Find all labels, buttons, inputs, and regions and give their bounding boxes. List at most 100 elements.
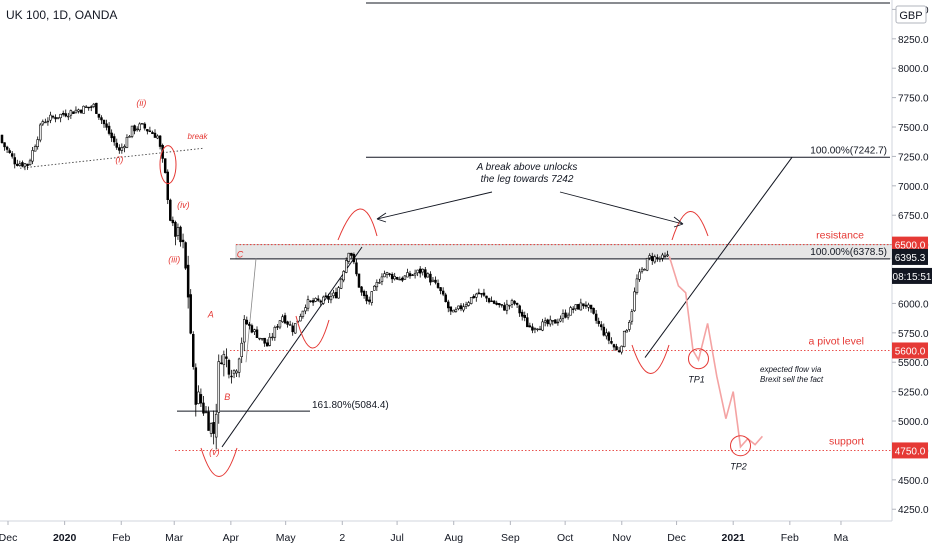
candle-body — [503, 305, 506, 311]
candle-body — [406, 272, 409, 278]
candle-body — [587, 304, 590, 308]
candle-body — [334, 291, 338, 299]
candle-body — [574, 304, 577, 310]
candle-body — [429, 273, 432, 283]
last-price-text: 6395.3 — [895, 253, 926, 264]
candle-body — [46, 120, 50, 123]
candle-body — [339, 278, 343, 289]
time-tick-label: 2 — [339, 532, 345, 544]
candle-body — [518, 305, 521, 314]
candle-body — [605, 332, 608, 337]
candle-body — [265, 342, 269, 347]
candle-body — [383, 273, 386, 278]
level-price-badge-text: 4750.0 — [895, 446, 926, 457]
target-circle — [730, 435, 752, 457]
candle-body — [480, 293, 483, 295]
annotation-text: the leg towards 7242 — [481, 174, 574, 185]
fib-label: 100.00%(7242.7) — [810, 145, 887, 156]
level-label: a pivot level — [809, 335, 864, 347]
candle-body — [120, 147, 124, 151]
candle-body — [441, 290, 445, 295]
time-tick-label: Feb — [781, 532, 799, 544]
currency-badge[interactable] — [895, 5, 927, 24]
candle-body — [204, 411, 208, 414]
candle-body — [523, 314, 526, 319]
june-high-arc — [337, 208, 378, 241]
time-tick-label: Dec — [667, 532, 686, 544]
candle-body — [97, 113, 101, 118]
candle-body — [571, 308, 575, 310]
candle-body — [653, 256, 657, 263]
candle-body — [84, 106, 88, 108]
projection-line — [668, 256, 764, 449]
candle-body — [416, 269, 419, 274]
last-price-badge — [892, 248, 928, 265]
candle-body — [271, 336, 274, 339]
candle-body — [166, 171, 170, 200]
candle-body — [500, 304, 504, 306]
candle-body — [309, 300, 312, 302]
candle-body — [199, 394, 203, 404]
candle-body — [197, 391, 200, 404]
candle-body — [138, 123, 141, 131]
candle-body — [633, 291, 636, 312]
level-price-badge — [892, 442, 928, 459]
candle-body — [520, 311, 524, 317]
candle-body — [497, 303, 501, 306]
annotation-arrow — [376, 191, 493, 220]
candle-body — [390, 274, 394, 280]
candle-body — [227, 360, 231, 375]
candle-body — [360, 286, 363, 293]
candle-body — [599, 324, 603, 328]
wave-label: (v) — [209, 447, 220, 457]
candle-body — [260, 338, 264, 340]
annotation-arrow — [559, 191, 684, 225]
candle-body — [462, 306, 465, 311]
candle-body — [301, 310, 305, 317]
candle-body — [115, 142, 119, 148]
candle-body — [179, 226, 182, 243]
candle-body — [128, 136, 131, 138]
candle-body — [110, 132, 113, 139]
candle-body — [658, 258, 662, 260]
time-axis[interactable]: Dec 2020 Feb Mar Apr May 2 Jul Aug Sep Oct Nov Dec 20… — [0, 520, 932, 550]
candle-body — [643, 268, 646, 271]
time-tick-label: Feb — [112, 532, 130, 544]
wave-label: B — [224, 392, 230, 402]
candle-body — [610, 341, 613, 344]
candle-body — [413, 272, 417, 276]
candle-body — [393, 276, 396, 280]
price-tick-label: 8000.0 — [898, 64, 929, 75]
candle-body — [153, 132, 157, 138]
level-price-badge — [892, 342, 928, 359]
candle-body — [434, 279, 437, 283]
candle-body — [395, 277, 399, 280]
time-axis-ticks: Dec 2020 Feb Mar Apr May 2 Jul Aug Sep Oct Nov Dec 20… — [0, 521, 848, 544]
candle-body — [0, 134, 4, 143]
candle-body — [546, 319, 549, 325]
candle-body — [41, 121, 45, 125]
candle-body — [388, 273, 391, 275]
candle-body — [72, 111, 75, 114]
candle-body — [100, 117, 103, 121]
price-tick-label: 8250.0 — [898, 35, 929, 46]
candle-body — [222, 353, 226, 365]
currency-label: GBP — [899, 10, 922, 22]
candle-body — [469, 297, 473, 304]
candle-body — [564, 312, 567, 318]
candle-body — [38, 124, 42, 141]
candle-body — [33, 146, 37, 152]
candle-body — [79, 109, 83, 113]
candle-body — [592, 307, 595, 314]
candle-body — [225, 356, 228, 359]
candle-body — [663, 255, 667, 258]
arrowhead — [376, 212, 387, 223]
candle-body — [322, 296, 325, 304]
price-axis[interactable]: 4250.0 4500.0 4750.0 5000.0 5250.0 5500.0 5750… — [891, 0, 932, 550]
candle-body — [125, 137, 129, 148]
candle-body — [112, 136, 116, 143]
candle-body — [10, 153, 14, 157]
candle-body — [342, 271, 345, 281]
